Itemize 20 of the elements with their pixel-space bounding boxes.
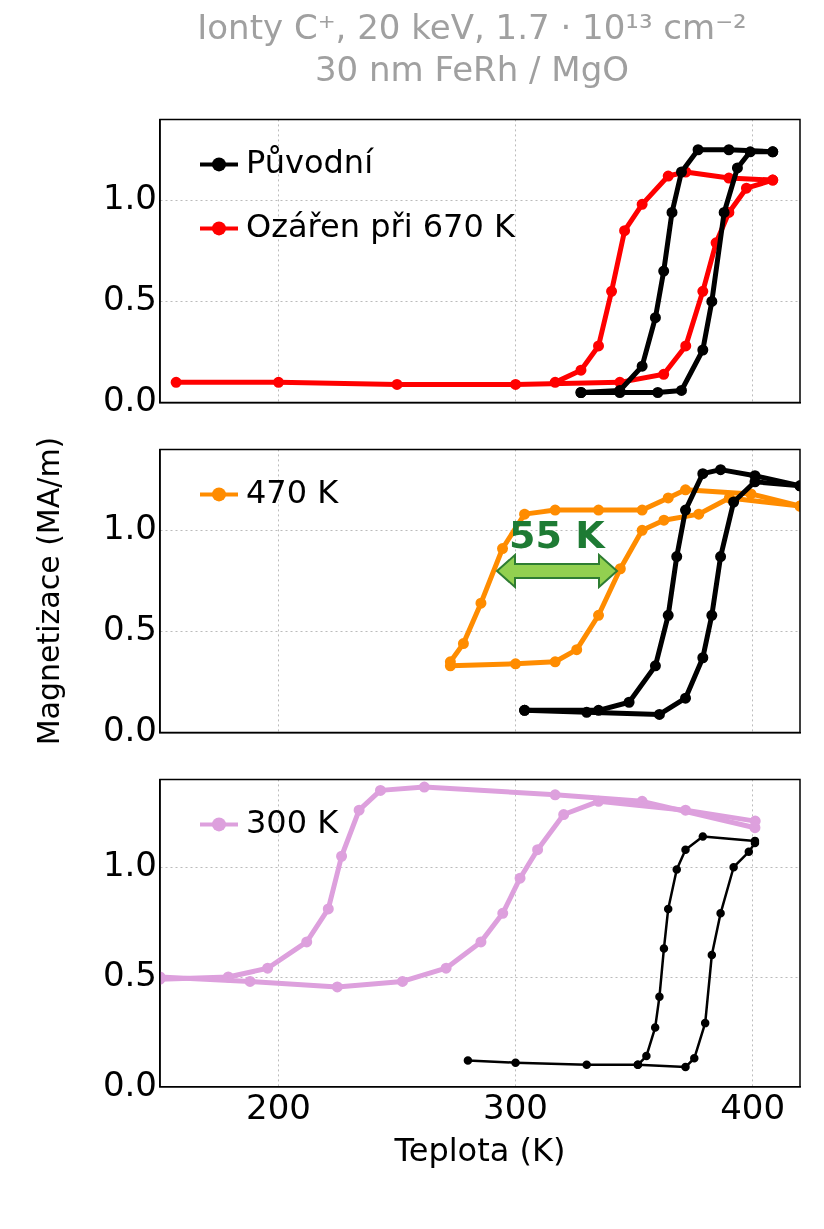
y-axis-title: Magnetizace (MA/m) <box>30 436 66 746</box>
y-tick-label: 0.0 <box>102 1063 157 1104</box>
y-tick-label: 1.0 <box>102 507 157 548</box>
x-axis-title: Teplota (K) <box>393 1131 566 1170</box>
x-tick-label: 300 <box>483 1087 549 1128</box>
y-tick-label: 1.0 <box>102 177 157 218</box>
legend-label: 300 K <box>246 802 340 841</box>
annotation: 55 K <box>509 513 607 558</box>
x-tick-label: 400 <box>720 1087 786 1128</box>
legend-label: Původní <box>246 142 375 181</box>
y-tick-label: 0.5 <box>102 278 157 319</box>
y-tick-label: 1.0 <box>102 844 157 885</box>
y-tick-label: 0.0 <box>102 709 157 750</box>
chart-subtitle: Ionty C⁺, 20 keV, 1.7 · 10¹³ cm⁻² 30 nm FeRh / MgO <box>196 6 748 91</box>
y-tick-label: 0.0 <box>102 379 157 420</box>
x-tick-label: 200 <box>246 1087 311 1128</box>
y-tick-label: 0.5 <box>102 953 157 994</box>
y-tick-label: 0.5 <box>102 608 157 649</box>
legend-label: 470 K <box>246 472 340 511</box>
legend-label: Ozářen při 670 K <box>246 206 516 245</box>
